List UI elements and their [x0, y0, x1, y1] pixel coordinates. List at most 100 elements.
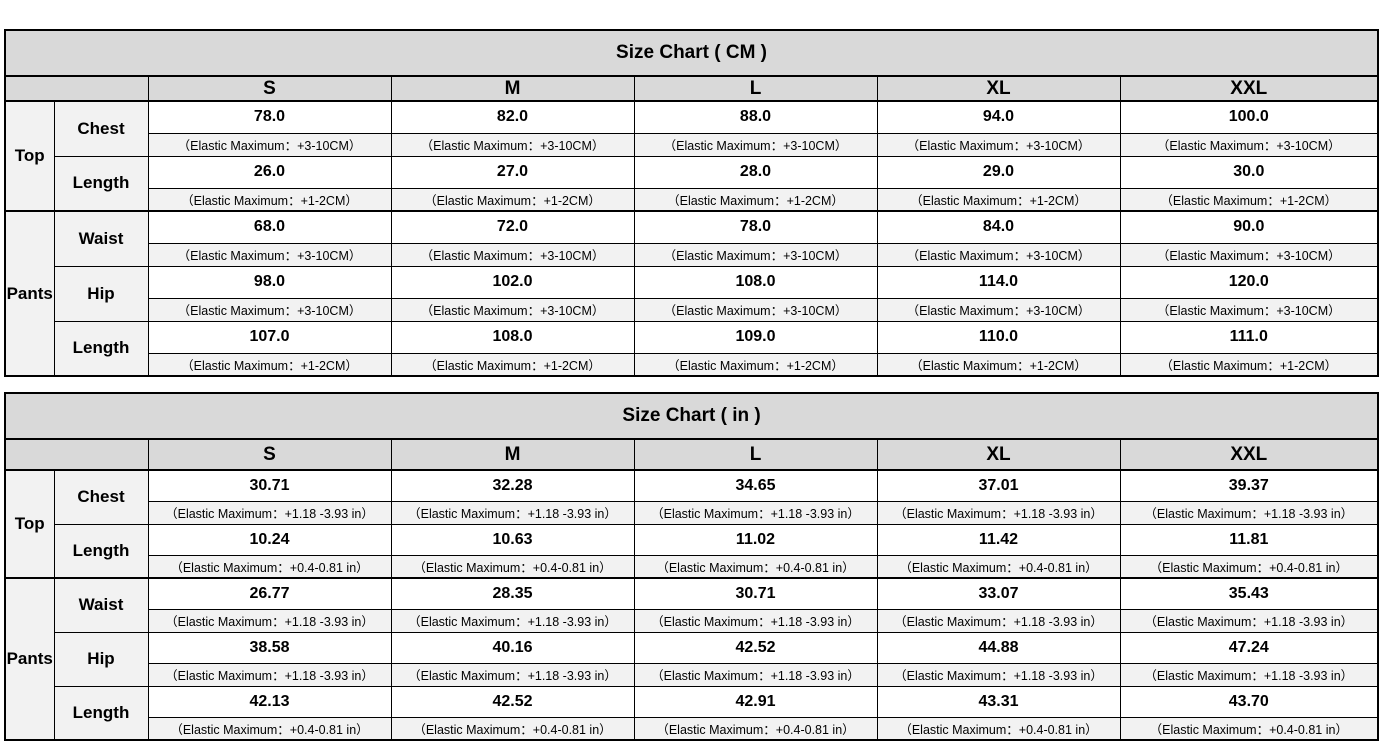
- group-label: Top: [4, 100, 55, 212]
- chart-title: Size Chart ( CM ): [4, 29, 1379, 77]
- measurement-value: 100.0: [1119, 100, 1379, 134]
- elastic-note: （Elastic Maximum：+1-2CM）: [1119, 352, 1379, 377]
- measurement-value: 27.0: [390, 155, 635, 189]
- size-header: L: [633, 438, 878, 471]
- elastic-note-row: （Elastic Maximum：+1.18 -3.93 in） （Elastic…: [5, 500, 1379, 525]
- elastic-note: （Elastic Maximum：+3-10CM）: [1119, 297, 1379, 322]
- size-header: XXL: [1119, 438, 1379, 471]
- measurement-row: Pants Waist 68.0 72.0 78.0 84.0 90.0: [4, 210, 1379, 377]
- measurement-label: Hip: [53, 631, 149, 687]
- measurement-value: 110.0: [876, 320, 1121, 354]
- measurement-value: 30.0: [1119, 155, 1379, 189]
- measurement-label: Waist: [53, 577, 149, 633]
- measurement-value: 10.63: [390, 523, 635, 556]
- measurement-value: 42.52: [633, 631, 878, 664]
- size-chart-cm: Size Chart ( CM ) S M L XL XXL Top Chest 78.0 82.…: [4, 29, 1380, 377]
- header-corner: [4, 75, 149, 102]
- elastic-note: （Elastic Maximum：+1.18 -3.93 in）: [1119, 500, 1379, 525]
- elastic-note: （Elastic Maximum：+1-2CM）: [1119, 187, 1379, 212]
- measurement-value: 43.31: [876, 685, 1121, 718]
- elastic-note: （Elastic Maximum：+3-10CM）: [876, 132, 1121, 157]
- elastic-note: （Elastic Maximum：+3-10CM）: [633, 242, 878, 267]
- group-label: Pants: [4, 210, 55, 377]
- measurement-row: Pants Waist 26.77 28.35 30.71 33.07 35.43: [4, 577, 1379, 741]
- measurement-value: 107.0: [147, 320, 392, 354]
- measurement-value: 78.0: [633, 210, 878, 244]
- measurement-value: 78.0: [147, 100, 392, 134]
- measurement-value: 82.0: [390, 100, 635, 134]
- measurement-row: Top Chest 78.0 82.0 88.0 94.0 100.0: [4, 100, 1379, 212]
- measurement-value: 26.77: [147, 577, 392, 610]
- elastic-note-row: （Elastic Maximum：+3-10CM） （Elastic Maximu…: [5, 132, 1379, 157]
- measurement-value: 40.16: [390, 631, 635, 664]
- elastic-note: （Elastic Maximum：+0.4-0.81 in）: [1119, 554, 1379, 579]
- elastic-note: （Elastic Maximum：+3-10CM）: [147, 132, 392, 157]
- elastic-note: （Elastic Maximum：+0.4-0.81 in）: [390, 554, 635, 579]
- elastic-note: （Elastic Maximum：+3-10CM）: [1119, 132, 1379, 157]
- size-header: XXL: [1119, 75, 1379, 102]
- measurement-value: 35.43: [1119, 577, 1379, 610]
- measurement-value: 42.52: [390, 685, 635, 718]
- elastic-note: （Elastic Maximum：+1.18 -3.93 in）: [633, 500, 878, 525]
- elastic-note: （Elastic Maximum：+1.18 -3.93 in）: [876, 608, 1121, 633]
- measurement-label: Length: [53, 155, 149, 212]
- size-header: S: [147, 438, 392, 471]
- measurement-value: 29.0: [876, 155, 1121, 189]
- elastic-note: （Elastic Maximum：+3-10CM）: [876, 297, 1121, 322]
- measurement-label: Length: [53, 320, 149, 377]
- elastic-note: （Elastic Maximum：+1-2CM）: [876, 352, 1121, 377]
- elastic-note: （Elastic Maximum：+3-10CM）: [1119, 242, 1379, 267]
- elastic-note: （Elastic Maximum：+1.18 -3.93 in）: [876, 662, 1121, 687]
- elastic-note: （Elastic Maximum：+1-2CM）: [633, 187, 878, 212]
- measurement-value: 98.0: [147, 265, 392, 299]
- measurement-value: 111.0: [1119, 320, 1379, 354]
- measurement-value: 30.71: [633, 577, 878, 610]
- measurement-label: Hip: [53, 265, 149, 322]
- elastic-note: （Elastic Maximum：+1-2CM）: [390, 187, 635, 212]
- measurement-value: 34.65: [633, 469, 878, 502]
- elastic-note-row: （Elastic Maximum：+0.4-0.81 in） （Elastic M…: [5, 554, 1379, 579]
- measurement-value: 108.0: [390, 320, 635, 354]
- measurement-value: 38.58: [147, 631, 392, 664]
- elastic-note: （Elastic Maximum：+1-2CM）: [147, 352, 392, 377]
- measurement-value: 109.0: [633, 320, 878, 354]
- elastic-note: （Elastic Maximum：+0.4-0.81 in）: [633, 716, 878, 741]
- elastic-note: （Elastic Maximum：+1.18 -3.93 in）: [147, 608, 392, 633]
- measurement-value: 88.0: [633, 100, 878, 134]
- elastic-note: （Elastic Maximum：+3-10CM）: [633, 132, 878, 157]
- size-header: S: [147, 75, 392, 102]
- group-label: Top: [4, 469, 55, 579]
- elastic-note: （Elastic Maximum：+0.4-0.81 in）: [1119, 716, 1379, 741]
- elastic-note-row: （Elastic Maximum：+1.18 -3.93 in） （Elastic…: [5, 662, 1379, 687]
- elastic-note: （Elastic Maximum：+1.18 -3.93 in）: [633, 662, 878, 687]
- size-header: XL: [876, 438, 1121, 471]
- measurement-value: 42.13: [147, 685, 392, 718]
- measurement-value: 47.24: [1119, 631, 1379, 664]
- elastic-note: （Elastic Maximum：+1-2CM）: [876, 187, 1121, 212]
- elastic-note-row: （Elastic Maximum：+3-10CM） （Elastic Maximu…: [5, 242, 1379, 267]
- header-corner: [4, 438, 149, 471]
- elastic-note: （Elastic Maximum：+0.4-0.81 in）: [147, 554, 392, 579]
- elastic-note: （Elastic Maximum：+3-10CM）: [876, 242, 1121, 267]
- measurement-value: 108.0: [633, 265, 878, 299]
- measurement-row: Length 42.13 42.52 42.91 43.31 43.70: [5, 685, 1379, 741]
- elastic-note: （Elastic Maximum：+1.18 -3.93 in）: [390, 662, 635, 687]
- elastic-note: （Elastic Maximum：+0.4-0.81 in）: [147, 716, 392, 741]
- size-header: M: [390, 438, 635, 471]
- elastic-note: （Elastic Maximum：+1-2CM）: [633, 352, 878, 377]
- elastic-note-row: （Elastic Maximum：+1-2CM） （Elastic Maximum…: [5, 352, 1379, 377]
- measurement-value: 72.0: [390, 210, 635, 244]
- measurement-value: 28.35: [390, 577, 635, 610]
- elastic-note: （Elastic Maximum：+1-2CM）: [147, 187, 392, 212]
- measurement-label: Chest: [53, 100, 149, 157]
- measurement-label: Length: [53, 523, 149, 579]
- measurement-row: Length 107.0 108.0 109.0 110.0 111.0: [5, 320, 1379, 377]
- measurement-value: 42.91: [633, 685, 878, 718]
- elastic-note: （Elastic Maximum：+3-10CM）: [390, 297, 635, 322]
- measurement-value: 11.02: [633, 523, 878, 556]
- elastic-note: （Elastic Maximum：+3-10CM）: [390, 132, 635, 157]
- size-header: M: [390, 75, 635, 102]
- elastic-note: （Elastic Maximum：+1.18 -3.93 in）: [633, 608, 878, 633]
- group-label: Pants: [4, 577, 55, 741]
- measurement-value: 84.0: [876, 210, 1121, 244]
